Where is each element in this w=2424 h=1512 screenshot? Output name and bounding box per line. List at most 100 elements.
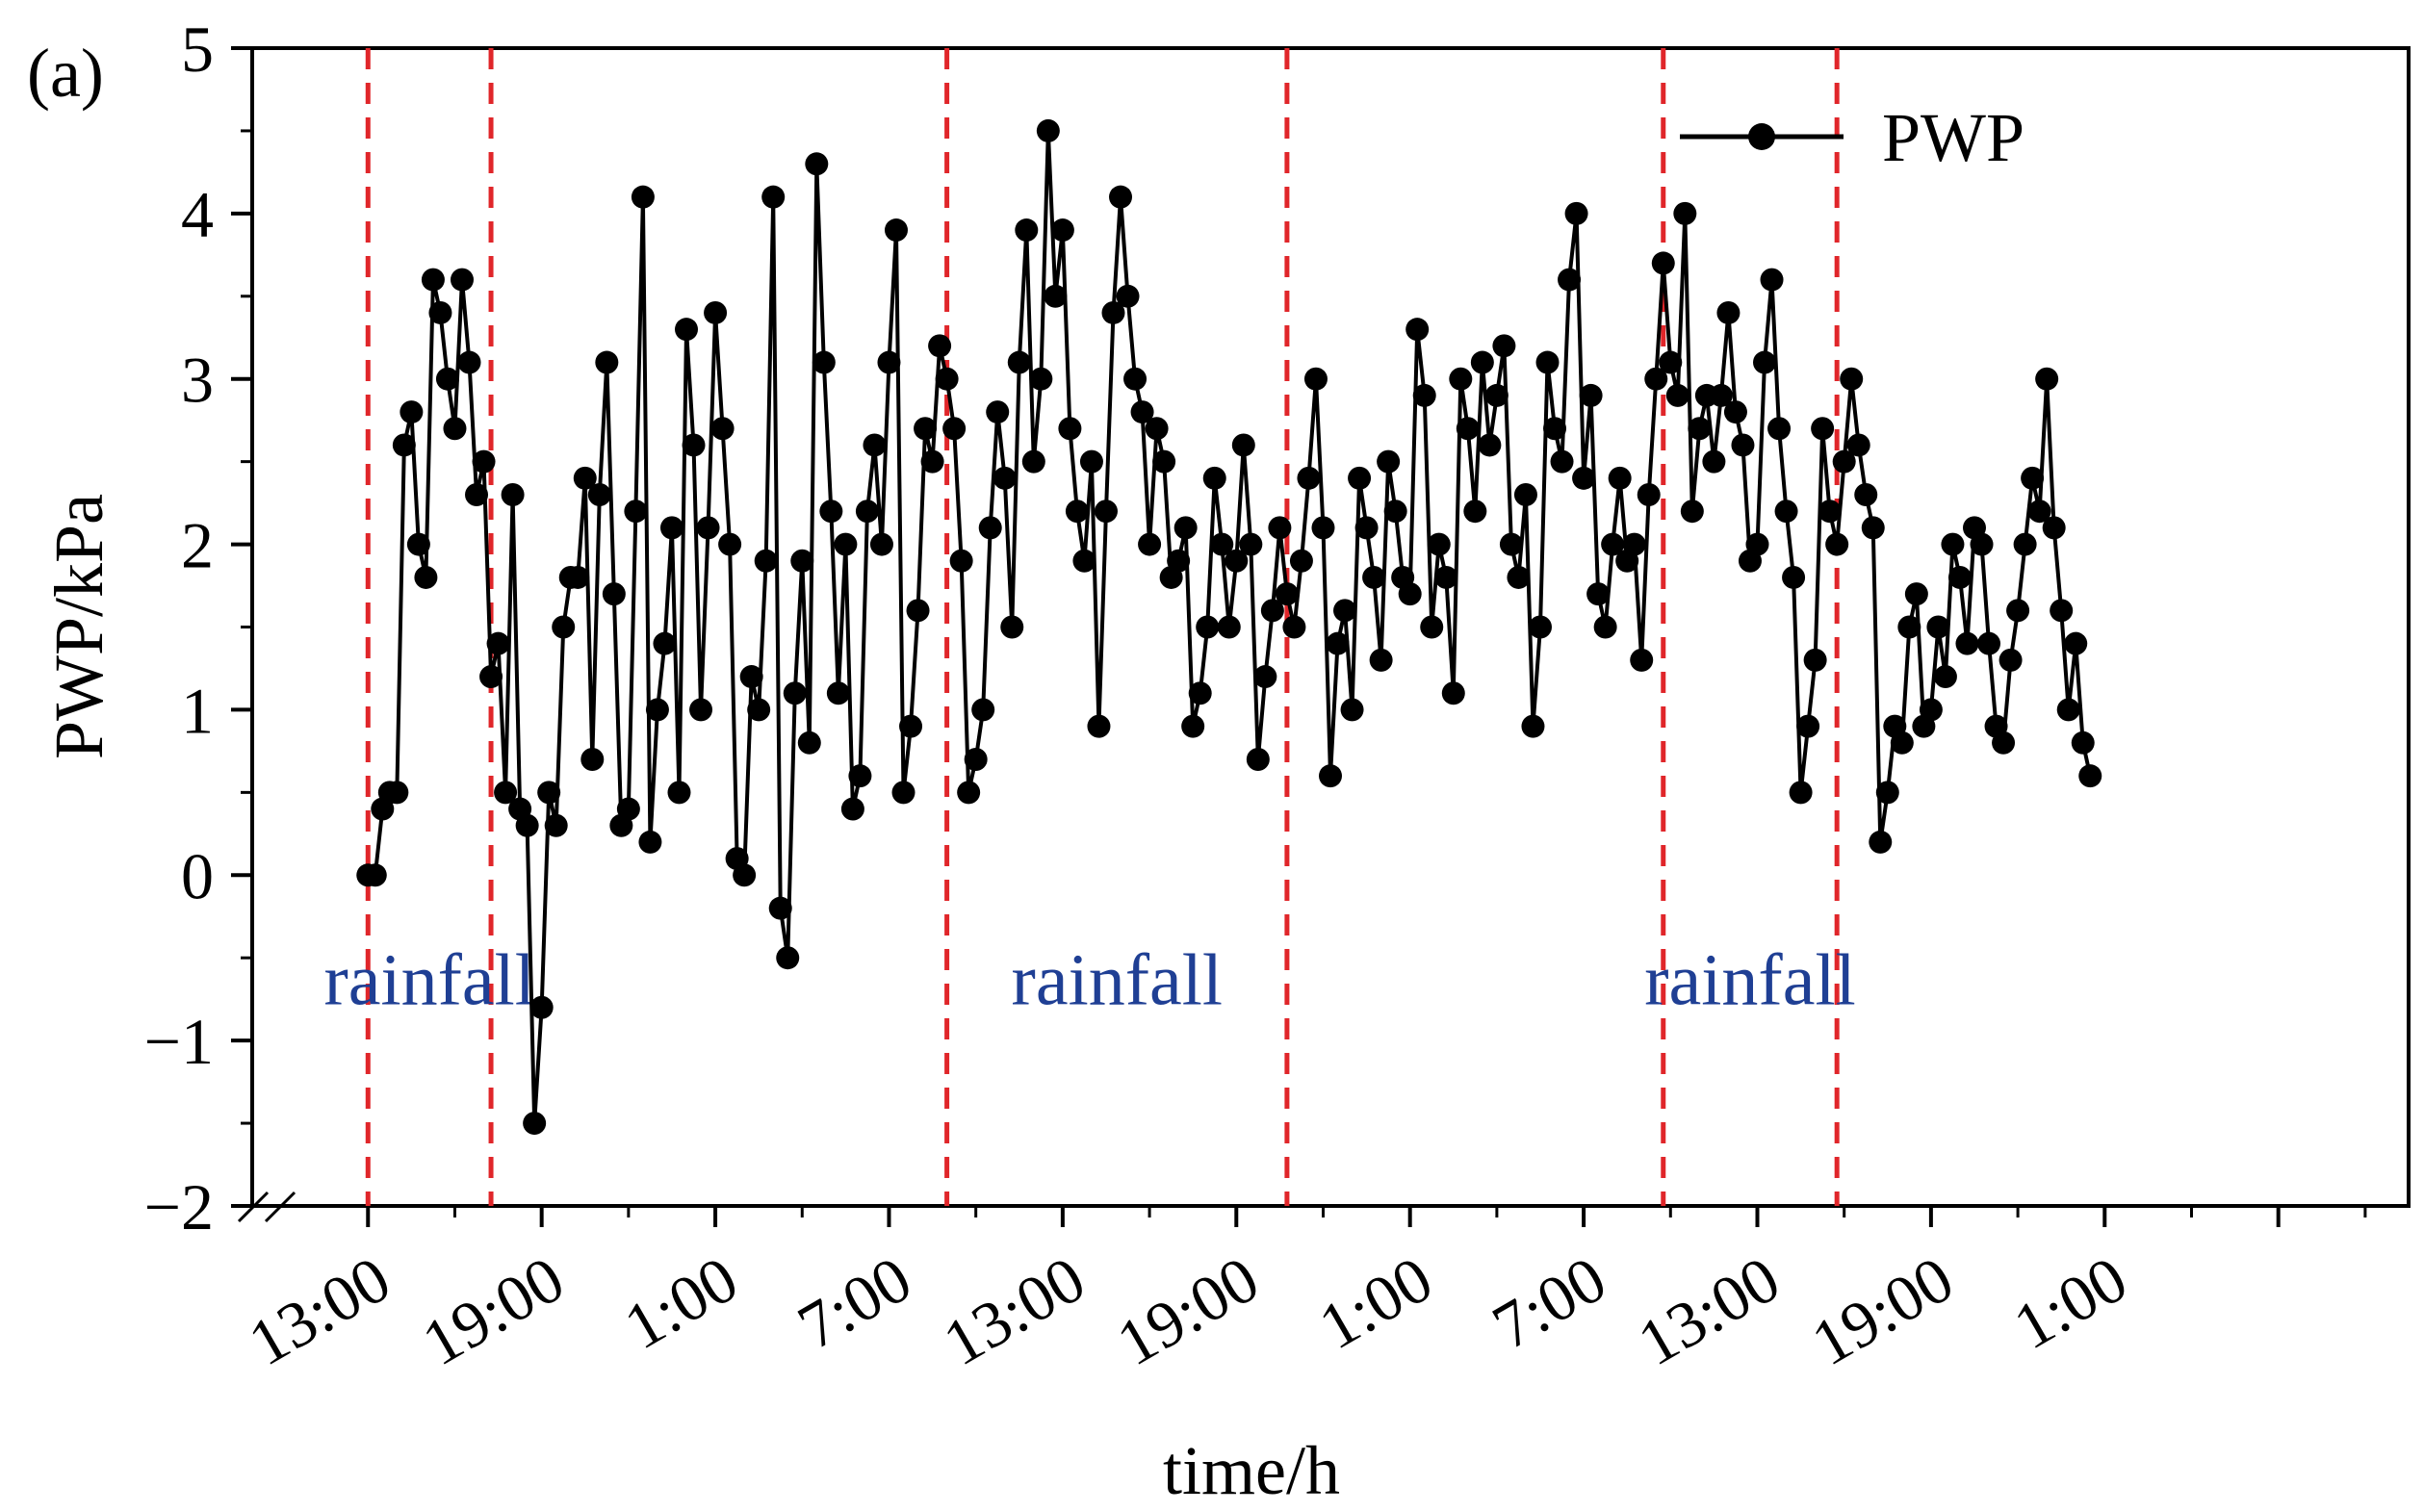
data-point	[1000, 615, 1024, 639]
data-point	[501, 483, 525, 507]
data-point	[1478, 433, 1502, 457]
data-point	[1377, 449, 1401, 474]
data-point	[529, 995, 554, 1019]
data-point	[1926, 615, 1950, 639]
data-point	[1217, 615, 1241, 639]
data-point	[1760, 268, 1784, 292]
data-point	[537, 781, 561, 805]
data-point	[645, 698, 669, 722]
data-point	[1087, 714, 1111, 738]
data-point	[739, 665, 763, 689]
data-point	[768, 896, 792, 920]
data-point	[957, 781, 981, 805]
data-point	[993, 466, 1017, 490]
data-point	[1441, 681, 1465, 705]
x-tick-label: 13:00	[1626, 1242, 1792, 1379]
y-tick-label: 0	[181, 839, 214, 912]
data-point	[1021, 449, 1045, 474]
data-point	[1875, 781, 1899, 805]
data-point	[544, 813, 568, 837]
data-point	[1007, 350, 1031, 374]
data-point	[920, 449, 944, 474]
data-point	[747, 698, 771, 722]
data-point	[1608, 466, 1632, 490]
x-tick-label: 7:00	[786, 1242, 923, 1363]
data-point	[1123, 367, 1148, 391]
data-point	[1065, 500, 1089, 524]
data-point	[1398, 582, 1422, 606]
data-point	[710, 417, 735, 441]
data-point	[2050, 599, 2074, 623]
series-layer	[356, 118, 2102, 1136]
data-point	[363, 863, 387, 887]
data-point	[1947, 565, 1972, 589]
data-point	[1145, 417, 1169, 441]
data-point	[2035, 367, 2059, 391]
data-point	[1818, 500, 1842, 524]
data-point	[1116, 284, 1140, 308]
data-point	[1239, 532, 1263, 556]
data-point	[1897, 615, 1921, 639]
data-point	[1225, 549, 1249, 573]
data-point	[1297, 466, 1321, 490]
data-point	[1181, 714, 1205, 738]
data-point	[667, 781, 691, 805]
data-point	[1630, 648, 1654, 672]
data-point	[1767, 417, 1792, 441]
data-point	[935, 367, 959, 391]
data-point	[1992, 730, 2016, 755]
data-point	[1846, 433, 1870, 457]
data-point	[573, 466, 597, 490]
data-point	[877, 350, 901, 374]
data-point	[385, 781, 409, 805]
data-point	[392, 433, 416, 457]
y-tick-label: −2	[144, 1170, 214, 1243]
data-point	[1319, 764, 1342, 788]
data-point	[479, 665, 503, 689]
data-point	[812, 350, 836, 374]
rainfall-layer: rainfall rainfall rainfall	[323, 48, 1856, 1206]
x-tick-label: 1:00	[1306, 1242, 1444, 1363]
data-point	[986, 400, 1010, 424]
data-point	[1268, 516, 1292, 540]
data-point	[1644, 367, 1668, 391]
data-point	[1782, 565, 1806, 589]
data-point	[1456, 417, 1480, 441]
data-point	[1492, 334, 1516, 358]
data-point	[1079, 449, 1103, 474]
data-point	[616, 797, 640, 821]
data-point	[1499, 532, 1523, 556]
data-point	[486, 631, 510, 655]
data-point	[1072, 549, 1096, 573]
data-point	[1036, 118, 1060, 142]
data-point	[1246, 747, 1270, 771]
data-point	[1521, 714, 1545, 738]
data-point	[406, 532, 430, 556]
y-tick-label: −1	[144, 1005, 214, 1078]
data-point	[826, 681, 850, 705]
data-point	[659, 516, 683, 540]
data-point	[783, 681, 807, 705]
data-point	[2013, 532, 2037, 556]
data-point	[1188, 681, 1212, 705]
data-point	[494, 781, 518, 805]
data-point	[1774, 500, 1798, 524]
data-point	[884, 218, 908, 243]
data-point	[1528, 615, 1552, 639]
data-point	[1919, 698, 1943, 722]
data-point	[1196, 615, 1220, 639]
data-point	[595, 350, 619, 374]
x-tick-label: 19:00	[1105, 1242, 1271, 1379]
data-point	[1173, 516, 1198, 540]
y-tick-label: 2	[181, 509, 214, 582]
data-point	[1999, 648, 2023, 672]
data-point	[1702, 449, 1726, 474]
data-point	[1326, 631, 1350, 655]
data-point	[1427, 532, 1451, 556]
data-point	[1933, 665, 1957, 689]
data-point	[1405, 318, 1430, 342]
data-point	[2078, 764, 2102, 788]
rainfall-annotation: rainfall	[1012, 939, 1223, 1020]
x-tick-label: 1:00	[612, 1242, 750, 1363]
